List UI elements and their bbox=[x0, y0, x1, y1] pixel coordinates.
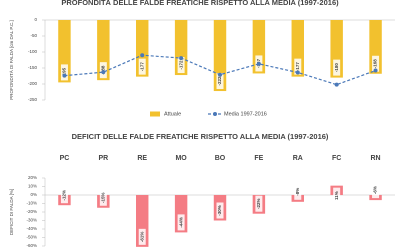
legend-swatch bbox=[213, 112, 217, 116]
value-label-box bbox=[372, 182, 380, 199]
line-point bbox=[256, 61, 261, 66]
value-label: -195 bbox=[62, 67, 67, 77]
category-label: FC bbox=[332, 155, 341, 162]
value-label: -177 bbox=[139, 62, 144, 72]
value-label: -188 bbox=[101, 65, 106, 75]
value-label-box bbox=[255, 195, 263, 212]
value-label-box bbox=[372, 55, 380, 72]
value-label: -222 bbox=[217, 76, 222, 86]
chart-title: PROFONDITÀ DELLE FALDE FREATICHE RISPETT… bbox=[61, 0, 339, 7]
line-point bbox=[179, 56, 184, 61]
value-label-box bbox=[333, 59, 341, 76]
value-label-box bbox=[177, 57, 185, 74]
value-label-box bbox=[138, 58, 146, 75]
legend-label: Attuale bbox=[164, 111, 181, 117]
value-label-box bbox=[60, 187, 68, 204]
value-label: -6% bbox=[373, 186, 378, 194]
chart-title: DEFICIT DELLE FALDE FREATICHE RISPETTO A… bbox=[72, 132, 329, 141]
value-label: -30% bbox=[217, 205, 222, 216]
category-label: RE bbox=[137, 155, 147, 162]
line-point bbox=[373, 68, 378, 73]
legend-label: Media 1997-2016 bbox=[224, 111, 267, 117]
category-label: FE bbox=[254, 155, 263, 162]
y-tick-label: -10% bbox=[26, 201, 37, 206]
category-label: RN bbox=[370, 155, 380, 162]
y-tick-label: 20% bbox=[28, 175, 37, 180]
y-tick-label: -200 bbox=[28, 81, 38, 86]
y-tick-label: -100 bbox=[28, 49, 38, 54]
value-label: -15% bbox=[101, 192, 106, 203]
value-label: -61% bbox=[139, 232, 144, 243]
y-tick-label: -50 bbox=[30, 33, 37, 38]
y-axis-label: PROFONDITÀ DI FALDA [cm DAL P.C.] bbox=[8, 20, 14, 100]
y-axis-label: DEFICIT DI FALDA [%] bbox=[9, 189, 14, 235]
y-tick-label: -20% bbox=[26, 209, 37, 214]
value-label: -177 bbox=[295, 62, 300, 72]
value-label-box bbox=[216, 73, 224, 90]
line-point bbox=[101, 70, 106, 75]
category-label: RA bbox=[293, 155, 303, 162]
category-label: PR bbox=[98, 155, 108, 162]
value-label: -44% bbox=[178, 217, 183, 228]
value-label-box bbox=[60, 64, 68, 81]
category-label: MO bbox=[175, 155, 187, 162]
y-tick-label: -150 bbox=[28, 65, 38, 70]
y-tick-label: -30% bbox=[26, 218, 37, 223]
value-label: -172 bbox=[178, 60, 183, 70]
line-point bbox=[295, 70, 300, 75]
y-tick-label: 0 bbox=[34, 17, 37, 22]
y-tick-label: -250 bbox=[28, 97, 38, 102]
legend-swatch bbox=[150, 111, 160, 117]
line-point bbox=[334, 82, 339, 87]
line-point bbox=[140, 53, 145, 58]
line-point bbox=[62, 73, 67, 78]
y-tick-label: -50% bbox=[26, 235, 37, 240]
value-label-box bbox=[177, 214, 185, 231]
value-label-box bbox=[294, 183, 302, 200]
y-tick-label: 0% bbox=[30, 192, 37, 197]
value-label-box bbox=[216, 202, 224, 219]
value-label: -168 bbox=[373, 59, 378, 69]
line-point bbox=[218, 72, 222, 77]
value-label: -8% bbox=[295, 188, 300, 196]
value-label: -180 bbox=[334, 63, 339, 73]
value-label-box bbox=[138, 228, 146, 245]
value-label-box bbox=[99, 189, 107, 206]
category-label: BO bbox=[215, 155, 226, 162]
y-tick-label: -40% bbox=[26, 226, 37, 231]
value-label: 11% bbox=[334, 191, 339, 200]
y-tick-label: -60% bbox=[26, 243, 37, 248]
category-label: PC bbox=[60, 155, 70, 162]
value-label-box bbox=[294, 58, 302, 75]
y-tick-label: 10% bbox=[28, 184, 37, 189]
value-label: -12% bbox=[62, 190, 67, 201]
value-label-box bbox=[333, 187, 341, 204]
value-label: -22% bbox=[256, 198, 261, 209]
